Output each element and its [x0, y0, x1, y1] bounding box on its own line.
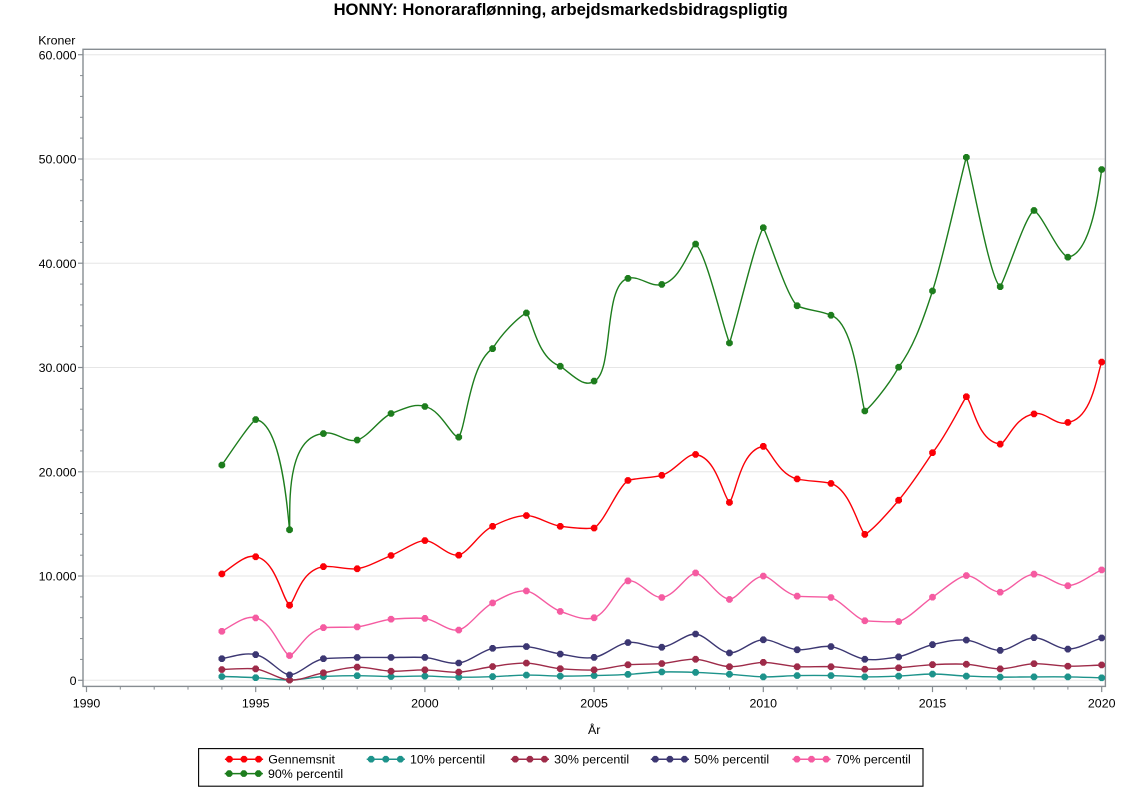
svg-text:2010: 2010 [750, 697, 778, 711]
svg-text:2005: 2005 [580, 697, 608, 711]
svg-text:40.000: 40.000 [39, 257, 77, 271]
svg-text:2015: 2015 [919, 697, 947, 711]
svg-text:0: 0 [70, 674, 77, 688]
svg-text:1990: 1990 [73, 697, 101, 711]
svg-text:HONNY: Honoraraflønning, arbej: HONNY: Honoraraflønning, arbejdsmarkedsb… [334, 0, 788, 19]
svg-text:10% percentil: 10% percentil [410, 753, 485, 767]
svg-text:50.000: 50.000 [39, 153, 77, 167]
svg-text:60.000: 60.000 [39, 48, 77, 62]
svg-text:2020: 2020 [1088, 697, 1116, 711]
svg-text:10.000: 10.000 [39, 570, 77, 584]
svg-text:Kroner: Kroner [38, 33, 75, 47]
svg-text:20.000: 20.000 [39, 465, 77, 479]
svg-text:90% percentil: 90% percentil [268, 767, 343, 781]
svg-text:30% percentil: 30% percentil [554, 753, 629, 767]
svg-text:Gennemsnit: Gennemsnit [268, 753, 335, 767]
svg-text:50% percentil: 50% percentil [694, 753, 769, 767]
svg-text:1995: 1995 [242, 697, 270, 711]
svg-text:70% percentil: 70% percentil [836, 753, 911, 767]
svg-text:30.000: 30.000 [39, 361, 77, 375]
svg-text:År: År [588, 722, 600, 737]
svg-text:2000: 2000 [411, 697, 439, 711]
